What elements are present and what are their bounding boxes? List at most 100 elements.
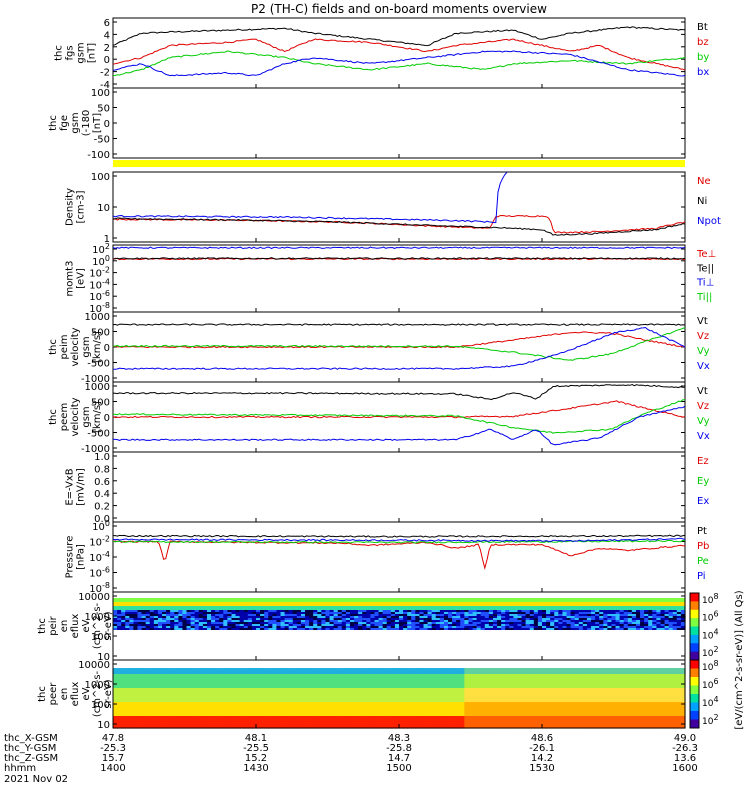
colorbar-tick: 104 [702, 627, 719, 641]
y-tick-label: 0 [104, 119, 110, 130]
x-row-value: -25.3 [100, 743, 126, 754]
x-row-value: 1600 [672, 763, 697, 774]
legend-Ti⊥: Ti⊥ [696, 278, 714, 289]
series-bx [112, 50, 686, 77]
legend-bx: bx [697, 67, 709, 78]
y-tick-label: 10000 [78, 660, 110, 671]
series-Vy [112, 399, 686, 434]
y-tick-label: 500 [91, 328, 110, 339]
y-tick-label: 10 [97, 652, 110, 663]
y-tick-label: 500 [91, 398, 110, 409]
colorbar-tick: 106 [702, 677, 719, 691]
y-tick-label: -50 [94, 135, 110, 146]
y-tick-label: 50 [97, 104, 110, 115]
x-row-value: 49.0 [674, 733, 696, 744]
y-tick-label: 100 [91, 632, 110, 643]
y-tick-label: -2 [100, 68, 110, 79]
y-tick-label: 10000 [78, 592, 110, 603]
series-bz [112, 38, 686, 71]
colorbar-tick: 106 [702, 610, 719, 624]
legend-Ez: Ez [697, 456, 709, 467]
plot-title: P2 (TH-C) fields and on-board moments ov… [251, 2, 547, 16]
y-tick-label: 10-2 [89, 535, 110, 549]
series-Npot [112, 172, 508, 224]
legend-Pt: Pt [697, 526, 707, 537]
y-tick-label: 1.0 [94, 452, 110, 463]
x-row-value: 48.1 [245, 733, 267, 744]
y-axis-label: thcpeerenefluxeV(cm^2-s-sr-eV) [37, 670, 114, 717]
legend-Ti||: Ti|| [696, 292, 712, 303]
legend-Vt: Vt [697, 386, 708, 397]
y-tick-label: 2 [104, 43, 110, 54]
y-tick-label: 1000 [85, 680, 110, 691]
panel-1: 64 20 -2-4 thcfgsgsm[nT] Bt bz by bx [54, 17, 709, 91]
series-Bt [112, 26, 686, 47]
x-axis-table: thc_X-GSM 47.8 48.1 48.3 48.6 49.0 thc_Y-GSM -2… [4, 733, 698, 785]
y-tick-label: 0 [104, 413, 110, 424]
y-tick-label: 10-6 [89, 289, 110, 303]
colorbar-label: [eV/(cm^2-s-sr-eV)] (All Qs) [734, 590, 745, 729]
x-row-value: 48.3 [388, 733, 410, 744]
panel-3: 100 10 1 Density[cm-3] Ne Ni Npot [65, 171, 721, 245]
panel-frame [112, 244, 686, 313]
y-tick-label: 6 [104, 18, 110, 29]
y-tick-label: 10 [97, 720, 110, 731]
x-row-value: 48.6 [531, 733, 553, 744]
x-row-value: 14.2 [531, 753, 553, 764]
panel-frame [112, 521, 686, 593]
series-Te|| [112, 257, 686, 260]
series-Pt [113, 534, 686, 538]
x-row-value: -26.3 [672, 743, 698, 754]
y-tick-label: 102 [92, 242, 110, 256]
x-row-label: hhmm [4, 763, 36, 774]
series-Vt [112, 323, 686, 326]
y-tick-label: -4 [100, 80, 110, 91]
y-axis-label: Density[cm-3] [65, 188, 87, 226]
y-tick-label: -1000 [81, 444, 110, 455]
panel-frame [112, 451, 686, 523]
legend-Ne: Ne [697, 176, 711, 187]
legend-Vt: Vt [697, 316, 708, 327]
colorbar-tick: 104 [702, 695, 719, 709]
panel-6: 1000 500 0 -500 -1000 thcpeemvelocitygsm[km/s… [48, 381, 710, 455]
x-row-value: 15.7 [102, 753, 124, 764]
legend-Vz: Vz [697, 331, 709, 342]
y-tick-label: 1000 [85, 382, 110, 393]
y-tick-label: 0.8 [94, 464, 110, 475]
x-row-value: 13.6 [674, 753, 696, 764]
colorbar-tick: 102 [702, 713, 719, 727]
legend-Te⊥: Te⊥ [696, 249, 716, 260]
y-axis-label: thcpeimvelocitygsm[km/s] [48, 327, 103, 366]
legend-Npot: Npot [697, 216, 721, 227]
legend-Ey: Ey [697, 476, 709, 487]
legend-Vz: Vz [697, 401, 709, 412]
series-Vy [112, 327, 686, 361]
y-tick-label: 100 [92, 519, 110, 533]
x-row-label: thc_Y-GSM [4, 743, 56, 754]
legend-Pb: Pb [697, 541, 709, 552]
x-row-value: 14.7 [388, 753, 410, 764]
series-Te⊥ [112, 257, 686, 261]
legend-Pi: Pi [697, 571, 706, 582]
legend-Vy: Vy [697, 346, 710, 357]
series-Vx [113, 326, 686, 370]
legend-Ni: Ni [697, 196, 707, 207]
y-tick-label: 10 [97, 203, 110, 214]
x-row-label: thc_X-GSM [4, 733, 58, 744]
y-tick-label: 4 [104, 30, 110, 41]
y-tick-label: 10-6 [89, 566, 110, 580]
legend-Bt: Bt [697, 22, 708, 33]
panel-7: 1.00.8 0.60.4 0.20.0 E=-VxB[mV/m] Ez Ey Ex [65, 451, 709, 525]
y-tick-label: 10-2 [89, 266, 110, 280]
y-tick-label: 1 [104, 234, 110, 245]
yellow-status-bar [113, 160, 685, 167]
x-row-value: 1400 [100, 763, 125, 774]
colorbar-peer: 108 106 104 102 [689, 659, 719, 729]
y-tick-label: 100 [91, 88, 110, 99]
panel-2: 100 50 0 -50 -100 thcfgegsm(-180[nT] [48, 87, 686, 161]
legend-Vx: Vx [697, 361, 710, 372]
y-tick-label: 1000 [85, 612, 110, 623]
y-tick-label: 0 [104, 55, 110, 66]
panel-frame [112, 17, 686, 89]
